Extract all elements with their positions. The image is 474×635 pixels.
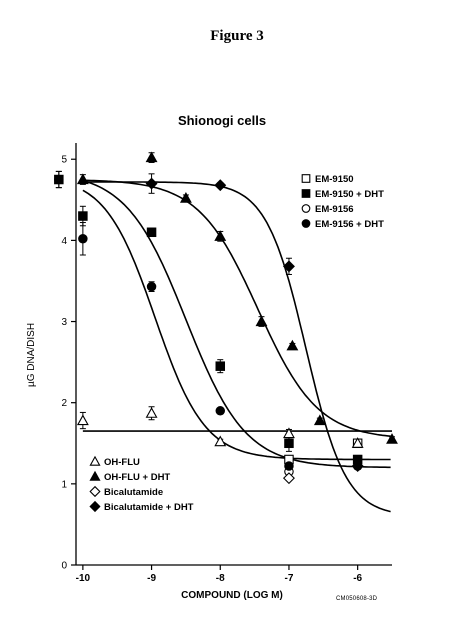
chart-title: Shionogi cells [178,113,266,128]
data-point [76,414,89,426]
data-point [351,460,364,472]
data-point [145,151,158,163]
data-point [145,177,158,190]
data-point [284,461,294,471]
legend-marker [301,189,311,198]
data-point [214,230,227,241]
data-point [255,315,268,327]
data-point [284,438,294,449]
x-tick-label: -7 [285,573,294,584]
figure-code: CM050608-3D [336,596,378,602]
x-axis-label: COMPOUND (LOG M) [181,590,283,601]
data-point [78,211,88,221]
data-point [146,227,157,238]
y-tick-label: 2 [61,398,67,409]
data-point [179,192,192,203]
legend-marker [301,219,311,228]
data-point [286,339,299,351]
data-point [386,433,398,444]
data-point [215,361,226,371]
y-tick-label: 0 [61,561,67,572]
y-tick-label: 3 [61,317,67,328]
legend-label: EM-9150 + DHT [315,189,384,200]
legend-marker [301,174,311,183]
legend-label: OH-FLU + DHT [104,472,170,483]
y-tick-label: 5 [61,155,67,166]
legend-top-right: EM-9150 EM-9150 + DHT EM-9156 EM-9156 + DHT [301,174,384,230]
legend-bottom-left: OH-FLU OH-FLU + DHT Bicalutamide Bicalutami… [89,455,194,513]
data-point [145,407,158,418]
legend-marker [301,204,311,213]
data-point [282,260,295,273]
y-axis-label: µG DNA/DISH [26,323,37,387]
legend-label: Bicalutamide [104,487,163,498]
data-point [351,437,364,448]
data-point [214,179,227,192]
fit-curves [82,179,392,513]
legend-label: EM-9156 + DHT [315,219,384,230]
data-points [54,151,398,485]
y-tick-label: 4 [61,236,67,247]
data-point [215,406,226,416]
fit-curve [82,189,391,461]
data-point [283,427,295,439]
x-tick-label: -9 [147,573,156,584]
data-point [76,173,89,185]
legend-label: Bicalutamide + DHT [104,502,194,513]
fit-curve [82,181,391,513]
x-tick-label: -10 [76,573,91,584]
legend-label: OH-FLU [104,457,140,468]
error-bars [55,152,395,470]
x-tick-label: -8 [216,573,225,584]
fit-curve [82,179,391,469]
legend-label: EM-9150 [315,174,354,185]
data-point [54,174,64,185]
legend-marker [89,485,101,498]
legend-marker [89,455,101,466]
data-point [282,472,295,485]
data-point [214,435,227,447]
x-tick-label: -6 [353,573,362,584]
legend-label: EM-9156 [315,204,354,215]
data-point [78,234,88,244]
legend-marker [89,470,101,481]
figure-label: Figure 3 [210,28,264,44]
y-tick-label: 1 [61,479,67,490]
legend-marker [89,500,101,513]
fit-curve [82,179,391,437]
axes: 0 1 2 3 4 5 -10 -9 -8 -7 -6 [61,143,392,584]
data-point [146,281,157,292]
data-point [313,414,326,426]
